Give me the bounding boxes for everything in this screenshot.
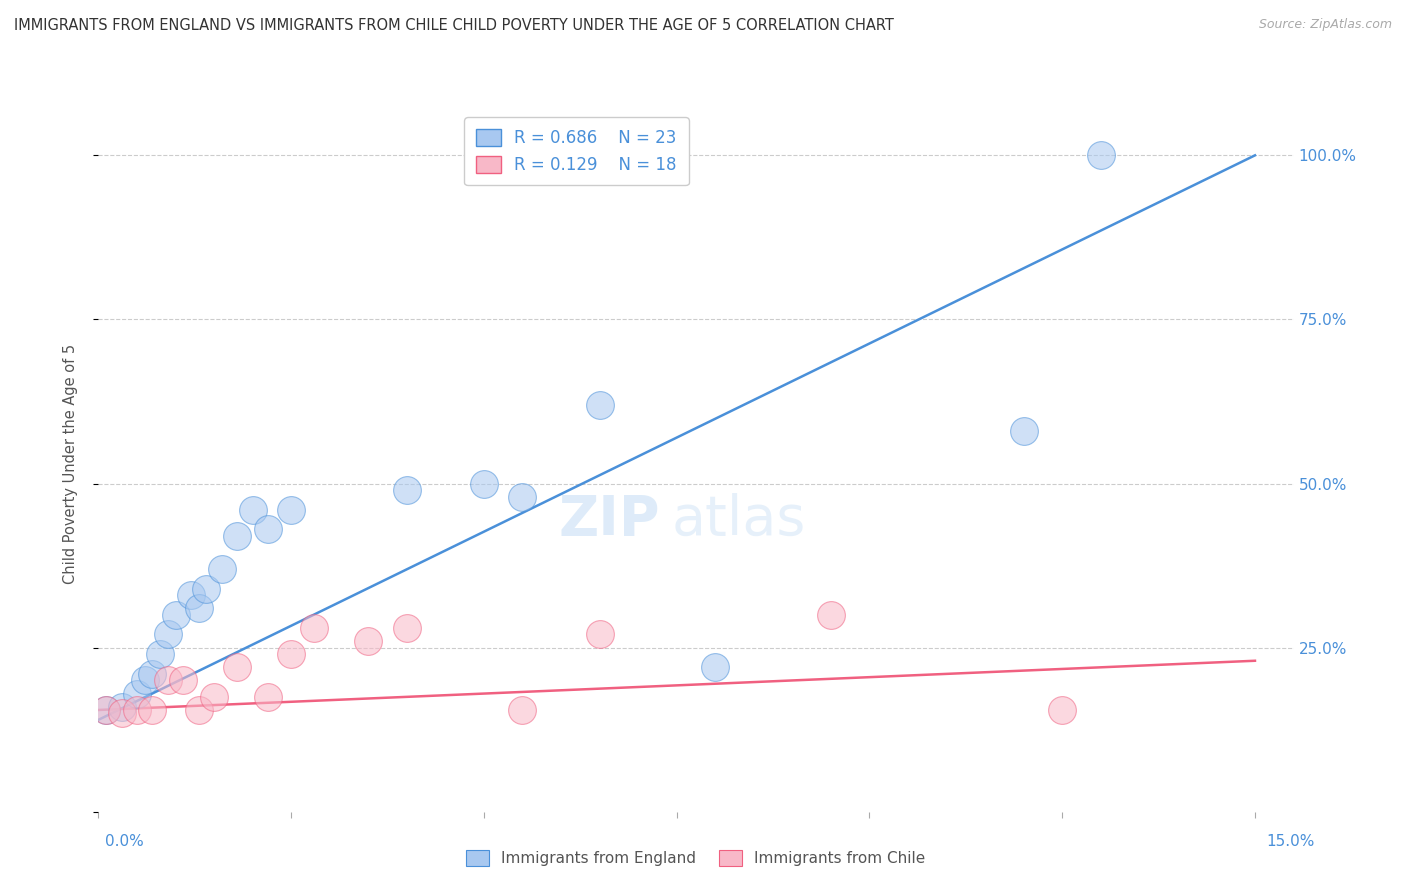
Point: [141, 703, 163, 717]
Point: [280, 647, 302, 661]
Point: [211, 562, 233, 576]
Point: [472, 476, 495, 491]
Point: [141, 666, 163, 681]
Point: [156, 673, 179, 688]
Text: 15.0%: 15.0%: [1267, 834, 1315, 849]
Point: [134, 673, 156, 688]
Point: [588, 398, 610, 412]
Point: [280, 503, 302, 517]
Point: [395, 483, 418, 497]
Point: [820, 607, 842, 622]
Point: [94, 703, 117, 717]
Point: [588, 627, 610, 641]
Point: [1090, 148, 1112, 162]
Text: atlas: atlas: [672, 492, 807, 547]
Point: [257, 523, 280, 537]
Point: [149, 647, 172, 661]
Point: [202, 690, 225, 704]
Point: [165, 607, 187, 622]
Point: [226, 529, 249, 543]
Point: [1012, 424, 1035, 438]
Point: [110, 706, 132, 721]
Point: [257, 690, 280, 704]
Text: Source: ZipAtlas.com: Source: ZipAtlas.com: [1258, 18, 1392, 31]
Point: [512, 703, 534, 717]
Text: IMMIGRANTS FROM ENGLAND VS IMMIGRANTS FROM CHILE CHILD POVERTY UNDER THE AGE OF : IMMIGRANTS FROM ENGLAND VS IMMIGRANTS FR…: [14, 18, 894, 33]
Point: [156, 627, 179, 641]
Text: ZIP: ZIP: [558, 492, 661, 547]
Y-axis label: Child Poverty Under the Age of 5: Child Poverty Under the Age of 5: [63, 343, 77, 584]
Point: [304, 621, 326, 635]
Point: [125, 703, 148, 717]
Point: [512, 490, 534, 504]
Point: [195, 582, 218, 596]
Text: 0.0%: 0.0%: [105, 834, 145, 849]
Point: [180, 588, 202, 602]
Point: [242, 503, 264, 517]
Point: [226, 660, 249, 674]
Point: [172, 673, 194, 688]
Point: [704, 660, 727, 674]
Point: [395, 621, 418, 635]
Point: [110, 699, 132, 714]
Point: [125, 687, 148, 701]
Point: [187, 601, 209, 615]
Point: [187, 703, 209, 717]
Point: [94, 703, 117, 717]
Point: [1050, 703, 1073, 717]
Legend: Immigrants from England, Immigrants from Chile: Immigrants from England, Immigrants from…: [458, 842, 934, 873]
Point: [357, 634, 380, 648]
